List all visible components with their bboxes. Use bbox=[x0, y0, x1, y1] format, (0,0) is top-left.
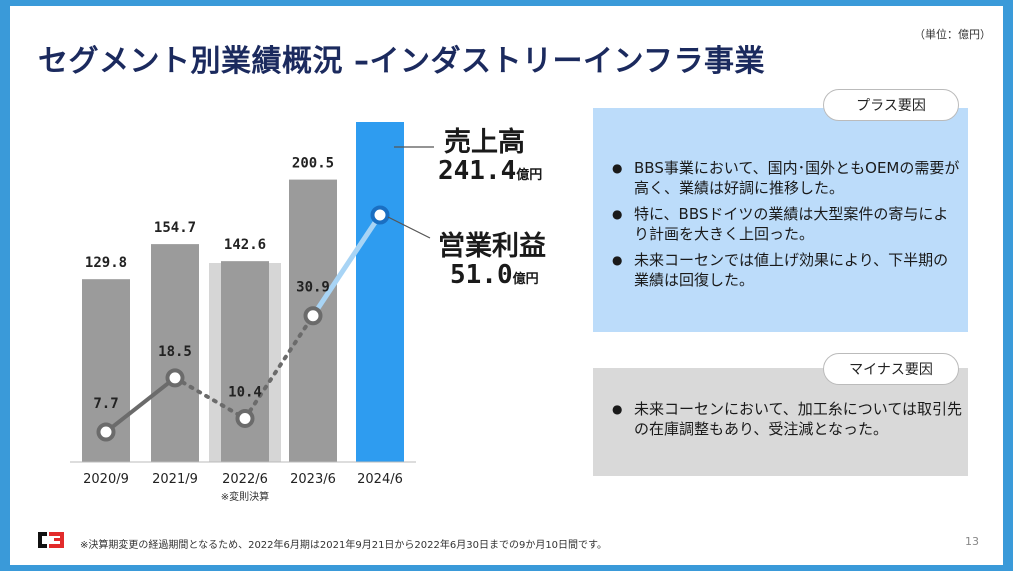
profit-callout-connector bbox=[387, 216, 431, 239]
company-logo-icon bbox=[38, 532, 64, 548]
slide: セグメント別業績概況 –インダストリーインフラ事業 （単位：億円） 129.8 2… bbox=[10, 6, 1003, 565]
profit-value-label: 7.7 bbox=[93, 396, 118, 412]
sales-bar-2021/9 bbox=[151, 244, 199, 462]
profit-line-segment-latest bbox=[310, 213, 383, 318]
x-tick-label: 2022/6 bbox=[222, 472, 268, 487]
profit-marker bbox=[96, 422, 116, 442]
sales-callout-number: 241.4 bbox=[438, 156, 517, 186]
page-title: セグメント別業績概況 –インダストリーインフラ事業 bbox=[38, 44, 766, 79]
profit-value-label: 18.5 bbox=[158, 344, 192, 360]
profit-callout-label: 営業利益 bbox=[438, 231, 546, 262]
unit-note: （単位：億円） bbox=[914, 28, 991, 41]
profit-line-segment-dotted bbox=[243, 313, 315, 421]
profit-value-label: 30.9 bbox=[296, 280, 330, 296]
x-tick-label: 2021/9 bbox=[152, 472, 198, 487]
x-tick-label: 2020/9 bbox=[83, 472, 129, 487]
minus-factors-list: 未来コーセンにおいて、加工糸については取引先の在庫調整もあり、受注減となった。 bbox=[608, 399, 963, 445]
minus-factor-item: 未来コーセンにおいて、加工糸については取引先の在庫調整もあり、受注減となった。 bbox=[608, 399, 963, 439]
profit-marker bbox=[235, 408, 255, 428]
sales-bar-2022/6 bbox=[221, 261, 269, 462]
profit-callout-unit: 億円 bbox=[512, 272, 539, 287]
x-tick-label: 2023/6 bbox=[290, 472, 336, 487]
sales-callout-label: 売上高 bbox=[444, 127, 525, 158]
sales-callout-value: 241.4億円 bbox=[438, 156, 542, 186]
segment-chart: 129.8 2020/9 154.7 2021/9 142.6 2022/6 ※変則決算 20… bbox=[70, 122, 434, 503]
plus-factor-item: 特に、BBSドイツの業績は大型案件の寄与により計画を大きく上回った。 bbox=[608, 204, 963, 244]
x-tick-note: ※変則決算 bbox=[221, 490, 269, 503]
sales-value-label: 154.7 bbox=[154, 220, 196, 236]
page-number: 13 bbox=[965, 535, 979, 548]
plus-factor-item: 未来コーセンでは値上げ効果により、下半期の業績は回復した。 bbox=[608, 250, 963, 290]
profit-marker bbox=[303, 306, 323, 326]
profit-callout-value: 51.0億円 bbox=[450, 260, 539, 290]
sales-callout-unit: 億円 bbox=[516, 168, 543, 183]
profit-marker bbox=[165, 368, 185, 388]
sales-value-label: 129.8 bbox=[85, 255, 127, 271]
x-tick-label: 2024/6 bbox=[357, 472, 403, 487]
sales-value-label: 142.6 bbox=[224, 237, 266, 253]
footnote: ※決算期変更の経過期間となるため、2022年6月期は2021年9月21日から20… bbox=[80, 540, 608, 551]
plus-factors-title: プラス要因 bbox=[823, 89, 959, 121]
profit-callout-number: 51.0 bbox=[450, 260, 513, 290]
plus-factors-list: BBS事業において、国内･国外ともOEMの需要が高く、業績は好調に推移した。 特… bbox=[608, 158, 963, 296]
profit-marker bbox=[370, 205, 390, 225]
sales-bar-2024/6 bbox=[356, 122, 404, 462]
profit-value-label: 10.4 bbox=[228, 384, 262, 400]
minus-factors-title: マイナス要因 bbox=[823, 353, 959, 385]
profit-line-segment bbox=[104, 376, 177, 434]
sales-value-label: 200.5 bbox=[292, 156, 334, 172]
plus-factor-item: BBS事業において、国内･国外ともOEMの需要が高く、業績は好調に推移した。 bbox=[608, 158, 963, 198]
